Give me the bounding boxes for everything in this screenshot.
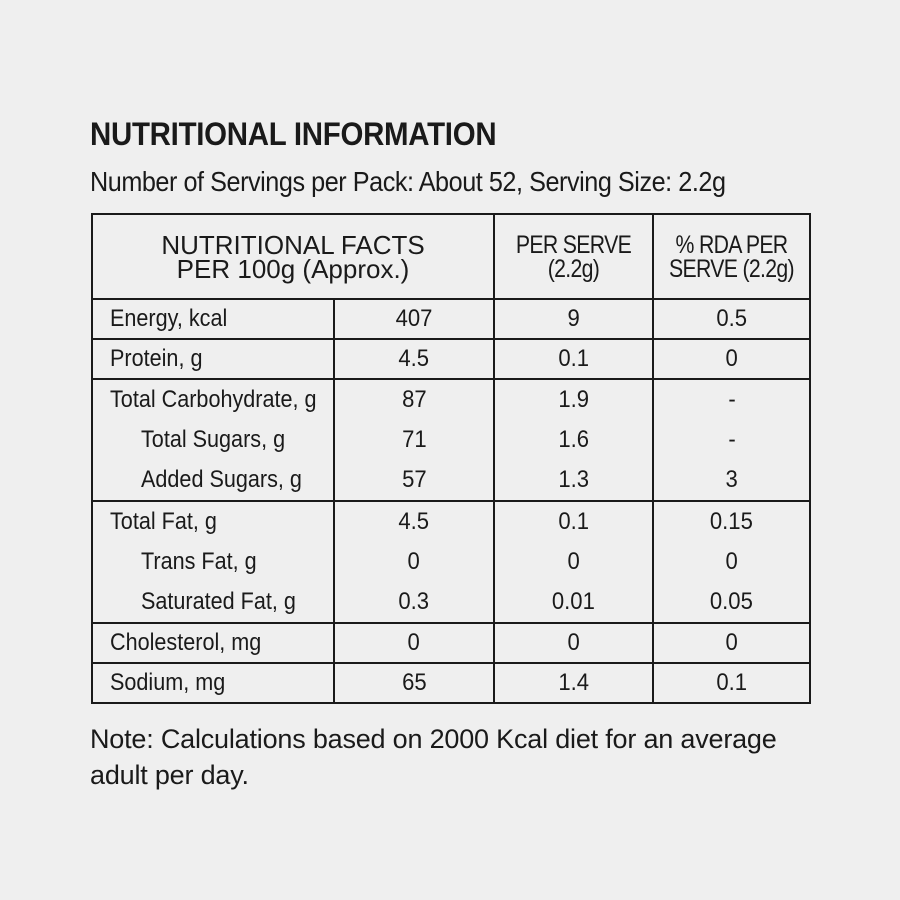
value-per-100g: 87 (401, 386, 427, 413)
value-rda: 0 (725, 629, 738, 656)
header-per-serve-line1: PER SERVE (515, 230, 632, 259)
value-rda: 0.5 (716, 305, 747, 332)
header-rda: % RDA PER SERVE (2.2g) (652, 213, 812, 300)
value-rda: 0 (725, 548, 738, 575)
row-label: Added Sugars, g (141, 466, 302, 493)
value-rda: 0 (725, 345, 738, 372)
row-label: Energy, kcal (110, 305, 228, 332)
header-rda-line1: % RDA PER (675, 230, 789, 259)
table-header-row: NUTRITIONAL FACTS PER 100g (Approx.) PER… (90, 213, 812, 300)
row-label: Protein, g (110, 345, 203, 372)
footnote: Note: Calculations based on 2000 Kcal di… (90, 724, 777, 790)
row-label: Total Sugars, g (141, 426, 286, 453)
value-per-serve: 0.1 (558, 345, 589, 372)
header-nutritional-facts: NUTRITIONAL FACTS PER 100g (Approx.) (90, 213, 496, 300)
value-rda: 0.05 (710, 588, 754, 615)
nutrition-table: NUTRITIONAL FACTS PER 100g (Approx.) PER… (90, 213, 812, 704)
value-per-100g: 0 (407, 629, 421, 656)
header-rda-line2: SERVE (2.2g) (669, 254, 795, 283)
row-label: Trans Fat, g (141, 548, 257, 575)
table-row: Trans Fat, g 0 0 0 (91, 542, 812, 582)
value-per-serve: 1.9 (558, 386, 589, 413)
value-rda: 3 (725, 466, 738, 493)
value-rda: 0.15 (710, 508, 754, 535)
value-per-serve: 0.1 (558, 508, 589, 535)
value-rda: - (727, 426, 736, 453)
row-label: Saturated Fat, g (141, 588, 296, 615)
value-per-serve: 0 (567, 629, 580, 656)
table-row: Protein, g 4.5 0.1 0 (91, 338, 812, 380)
value-per-serve: 1.6 (558, 426, 589, 453)
table-row: Added Sugars, g 57 1.3 3 (91, 460, 812, 502)
value-per-serve: 0 (567, 548, 580, 575)
page-title: NUTRITIONAL INFORMATION (90, 116, 497, 152)
header-main-line1: NUTRITIONAL FACTS (161, 229, 425, 260)
row-label: Total Carbohydrate, g (110, 386, 317, 413)
header-per-serve-line2: (2.2g) (547, 254, 600, 283)
value-per-100g: 0.3 (398, 588, 430, 615)
row-label: Sodium, mg (110, 669, 226, 696)
servings-info: Number of Servings per Pack: About 52, S… (90, 166, 726, 197)
header-per-serve: PER SERVE (2.2g) (493, 213, 655, 300)
value-rda: - (727, 386, 736, 413)
value-per-100g: 71 (401, 426, 427, 453)
header-main-line2: PER 100g (Approx.) (176, 253, 410, 284)
value-rda: 0.1 (716, 669, 747, 696)
table-row: Total Carbohydrate, g 87 1.9 - (91, 378, 812, 420)
value-per-100g: 4.5 (398, 345, 430, 372)
table-row: Total Fat, g 4.5 0.1 0.15 (91, 500, 812, 542)
value-per-serve: 9 (567, 305, 580, 332)
row-label: Total Fat, g (110, 508, 217, 535)
value-per-100g: 57 (401, 466, 427, 493)
value-per-100g: 407 (395, 305, 433, 332)
table-row: Total Sugars, g 71 1.6 - (91, 420, 812, 460)
value-per-serve: 1.4 (558, 669, 589, 696)
table-row: Energy, kcal 407 9 0.5 (91, 298, 812, 340)
value-per-serve: 1.3 (558, 466, 589, 493)
value-per-100g: 4.5 (398, 508, 430, 535)
value-per-100g: 65 (401, 669, 427, 696)
table-row: Cholesterol, mg 0 0 0 (91, 622, 812, 664)
row-label: Cholesterol, mg (110, 629, 262, 656)
table-row: Sodium, mg 65 1.4 0.1 (91, 662, 812, 704)
value-per-serve: 0.01 (552, 588, 596, 615)
table-row: Saturated Fat, g 0.3 0.01 0.05 (91, 582, 812, 624)
value-per-100g: 0 (407, 548, 421, 575)
